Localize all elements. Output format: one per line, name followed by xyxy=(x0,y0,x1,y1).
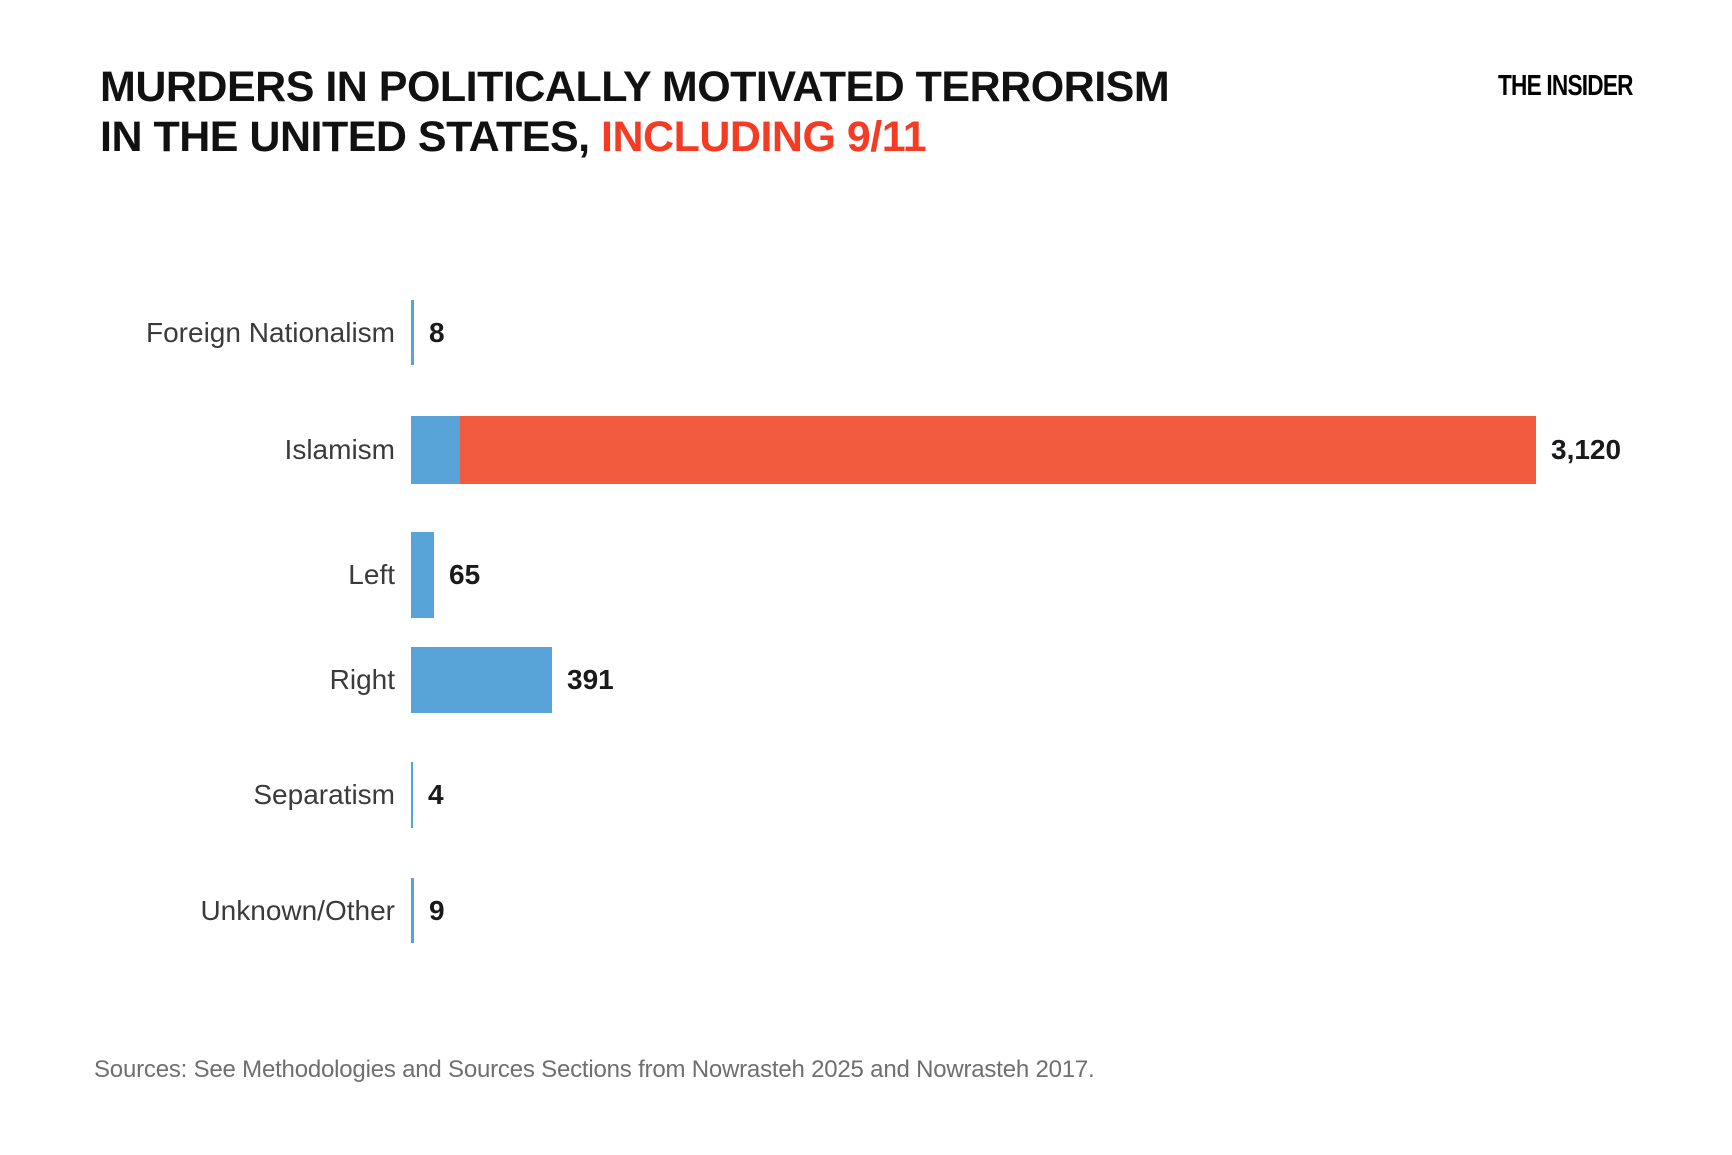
category-label: Left xyxy=(348,559,395,590)
chart-row: Unknown/Other 9 xyxy=(0,878,1732,943)
chart-row: Separatism 4 xyxy=(0,762,1732,828)
value-label: 65 xyxy=(449,559,481,590)
bar-segment-blue xyxy=(411,416,460,484)
bar-segment-blue xyxy=(411,762,413,828)
chart-row: Right 391 xyxy=(0,647,1732,713)
bar-segment-blue xyxy=(411,878,414,943)
chart-title-line1: MURDERS IN POLITICALLY MOTIVATED TERRORI… xyxy=(100,63,1170,111)
chart-title: MURDERS IN POLITICALLY MOTIVATED TERRORI… xyxy=(100,62,1170,162)
category-label: Separatism xyxy=(253,779,395,810)
category-label: Right xyxy=(329,664,395,695)
value-label: 9 xyxy=(429,894,445,926)
bar-segment-red xyxy=(460,416,1536,484)
value-label: 4 xyxy=(428,779,444,810)
chart-title-line2: IN THE UNITED STATES, xyxy=(100,113,590,161)
category-label: Islamism xyxy=(284,434,395,465)
bar-segment-blue xyxy=(411,647,552,713)
value-label: 3,120 xyxy=(1551,434,1622,465)
chart-row: Islamism 3,120 xyxy=(0,416,1732,484)
chart-row: Left 65 xyxy=(0,532,1732,618)
sources-note: Sources: See Methodologies and Sources S… xyxy=(94,1056,1095,1083)
brand-logo: THE INSIDER xyxy=(1498,70,1633,102)
chart-row: Foreign Nationalism 8 xyxy=(0,300,1732,365)
category-label: Unknown/Other xyxy=(200,894,395,926)
bar-segment-blue xyxy=(411,532,434,618)
value-label: 8 xyxy=(429,316,445,348)
bar-segment-blue xyxy=(411,300,414,365)
chart-title-accent: INCLUDING 9/11 xyxy=(601,113,927,161)
value-label: 391 xyxy=(567,664,614,695)
category-label: Foreign Nationalism xyxy=(146,316,395,348)
